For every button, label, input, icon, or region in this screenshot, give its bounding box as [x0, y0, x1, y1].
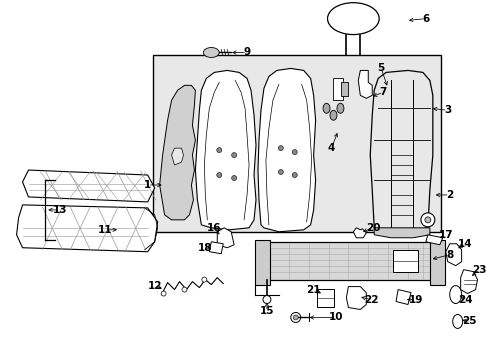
- Polygon shape: [425, 235, 442, 245]
- Polygon shape: [209, 242, 223, 254]
- Text: 5: 5: [377, 63, 384, 73]
- Ellipse shape: [231, 176, 236, 180]
- Text: 14: 14: [457, 239, 472, 249]
- Polygon shape: [266, 242, 432, 280]
- Text: 12: 12: [147, 280, 162, 291]
- Text: 22: 22: [363, 294, 378, 305]
- Text: 3: 3: [443, 105, 450, 115]
- Ellipse shape: [290, 312, 300, 323]
- Polygon shape: [333, 78, 343, 100]
- Ellipse shape: [216, 148, 221, 153]
- Text: 24: 24: [457, 294, 472, 305]
- Text: 20: 20: [365, 223, 380, 233]
- Text: 23: 23: [471, 265, 486, 275]
- Text: 15: 15: [259, 306, 274, 316]
- Polygon shape: [217, 228, 234, 248]
- Ellipse shape: [216, 172, 221, 177]
- Polygon shape: [22, 170, 154, 202]
- Ellipse shape: [161, 291, 166, 296]
- Bar: [254, 240, 269, 285]
- Text: 1: 1: [144, 180, 151, 190]
- Text: 7: 7: [379, 87, 386, 97]
- Ellipse shape: [292, 150, 297, 154]
- Text: 25: 25: [461, 316, 476, 327]
- Text: 4: 4: [327, 143, 334, 153]
- Ellipse shape: [278, 170, 283, 175]
- Polygon shape: [346, 287, 366, 310]
- Polygon shape: [353, 228, 366, 238]
- Text: 8: 8: [445, 250, 452, 260]
- Polygon shape: [358, 71, 371, 98]
- Ellipse shape: [323, 103, 329, 113]
- Ellipse shape: [202, 277, 206, 282]
- Text: 9: 9: [243, 48, 250, 58]
- Ellipse shape: [231, 153, 236, 158]
- Polygon shape: [373, 228, 429, 238]
- Ellipse shape: [336, 103, 343, 113]
- Polygon shape: [445, 244, 461, 266]
- Polygon shape: [258, 68, 315, 232]
- Bar: [316, 289, 334, 306]
- Ellipse shape: [293, 315, 298, 320]
- Ellipse shape: [182, 287, 186, 292]
- Bar: [429, 240, 444, 285]
- Ellipse shape: [424, 217, 430, 223]
- Text: 17: 17: [438, 230, 452, 240]
- Text: 11: 11: [98, 225, 112, 235]
- Ellipse shape: [449, 285, 461, 303]
- Text: 6: 6: [422, 14, 428, 24]
- Ellipse shape: [203, 48, 219, 58]
- Text: 19: 19: [408, 294, 422, 305]
- Ellipse shape: [420, 213, 434, 227]
- Text: 13: 13: [53, 205, 67, 215]
- Polygon shape: [171, 148, 183, 165]
- Text: 18: 18: [198, 243, 212, 253]
- Ellipse shape: [292, 172, 297, 177]
- Text: 21: 21: [306, 284, 320, 294]
- Text: 10: 10: [328, 312, 343, 323]
- Text: 2: 2: [445, 190, 452, 200]
- Polygon shape: [159, 85, 195, 220]
- Polygon shape: [460, 270, 477, 293]
- Polygon shape: [195, 71, 256, 230]
- Text: 16: 16: [206, 223, 221, 233]
- Bar: [152, 55, 440, 232]
- Ellipse shape: [452, 315, 462, 328]
- Polygon shape: [341, 82, 347, 96]
- Ellipse shape: [327, 3, 378, 35]
- Polygon shape: [17, 205, 157, 252]
- Ellipse shape: [329, 110, 336, 120]
- Ellipse shape: [278, 146, 283, 150]
- Polygon shape: [395, 289, 410, 305]
- Ellipse shape: [263, 296, 270, 303]
- Bar: [392, 250, 417, 272]
